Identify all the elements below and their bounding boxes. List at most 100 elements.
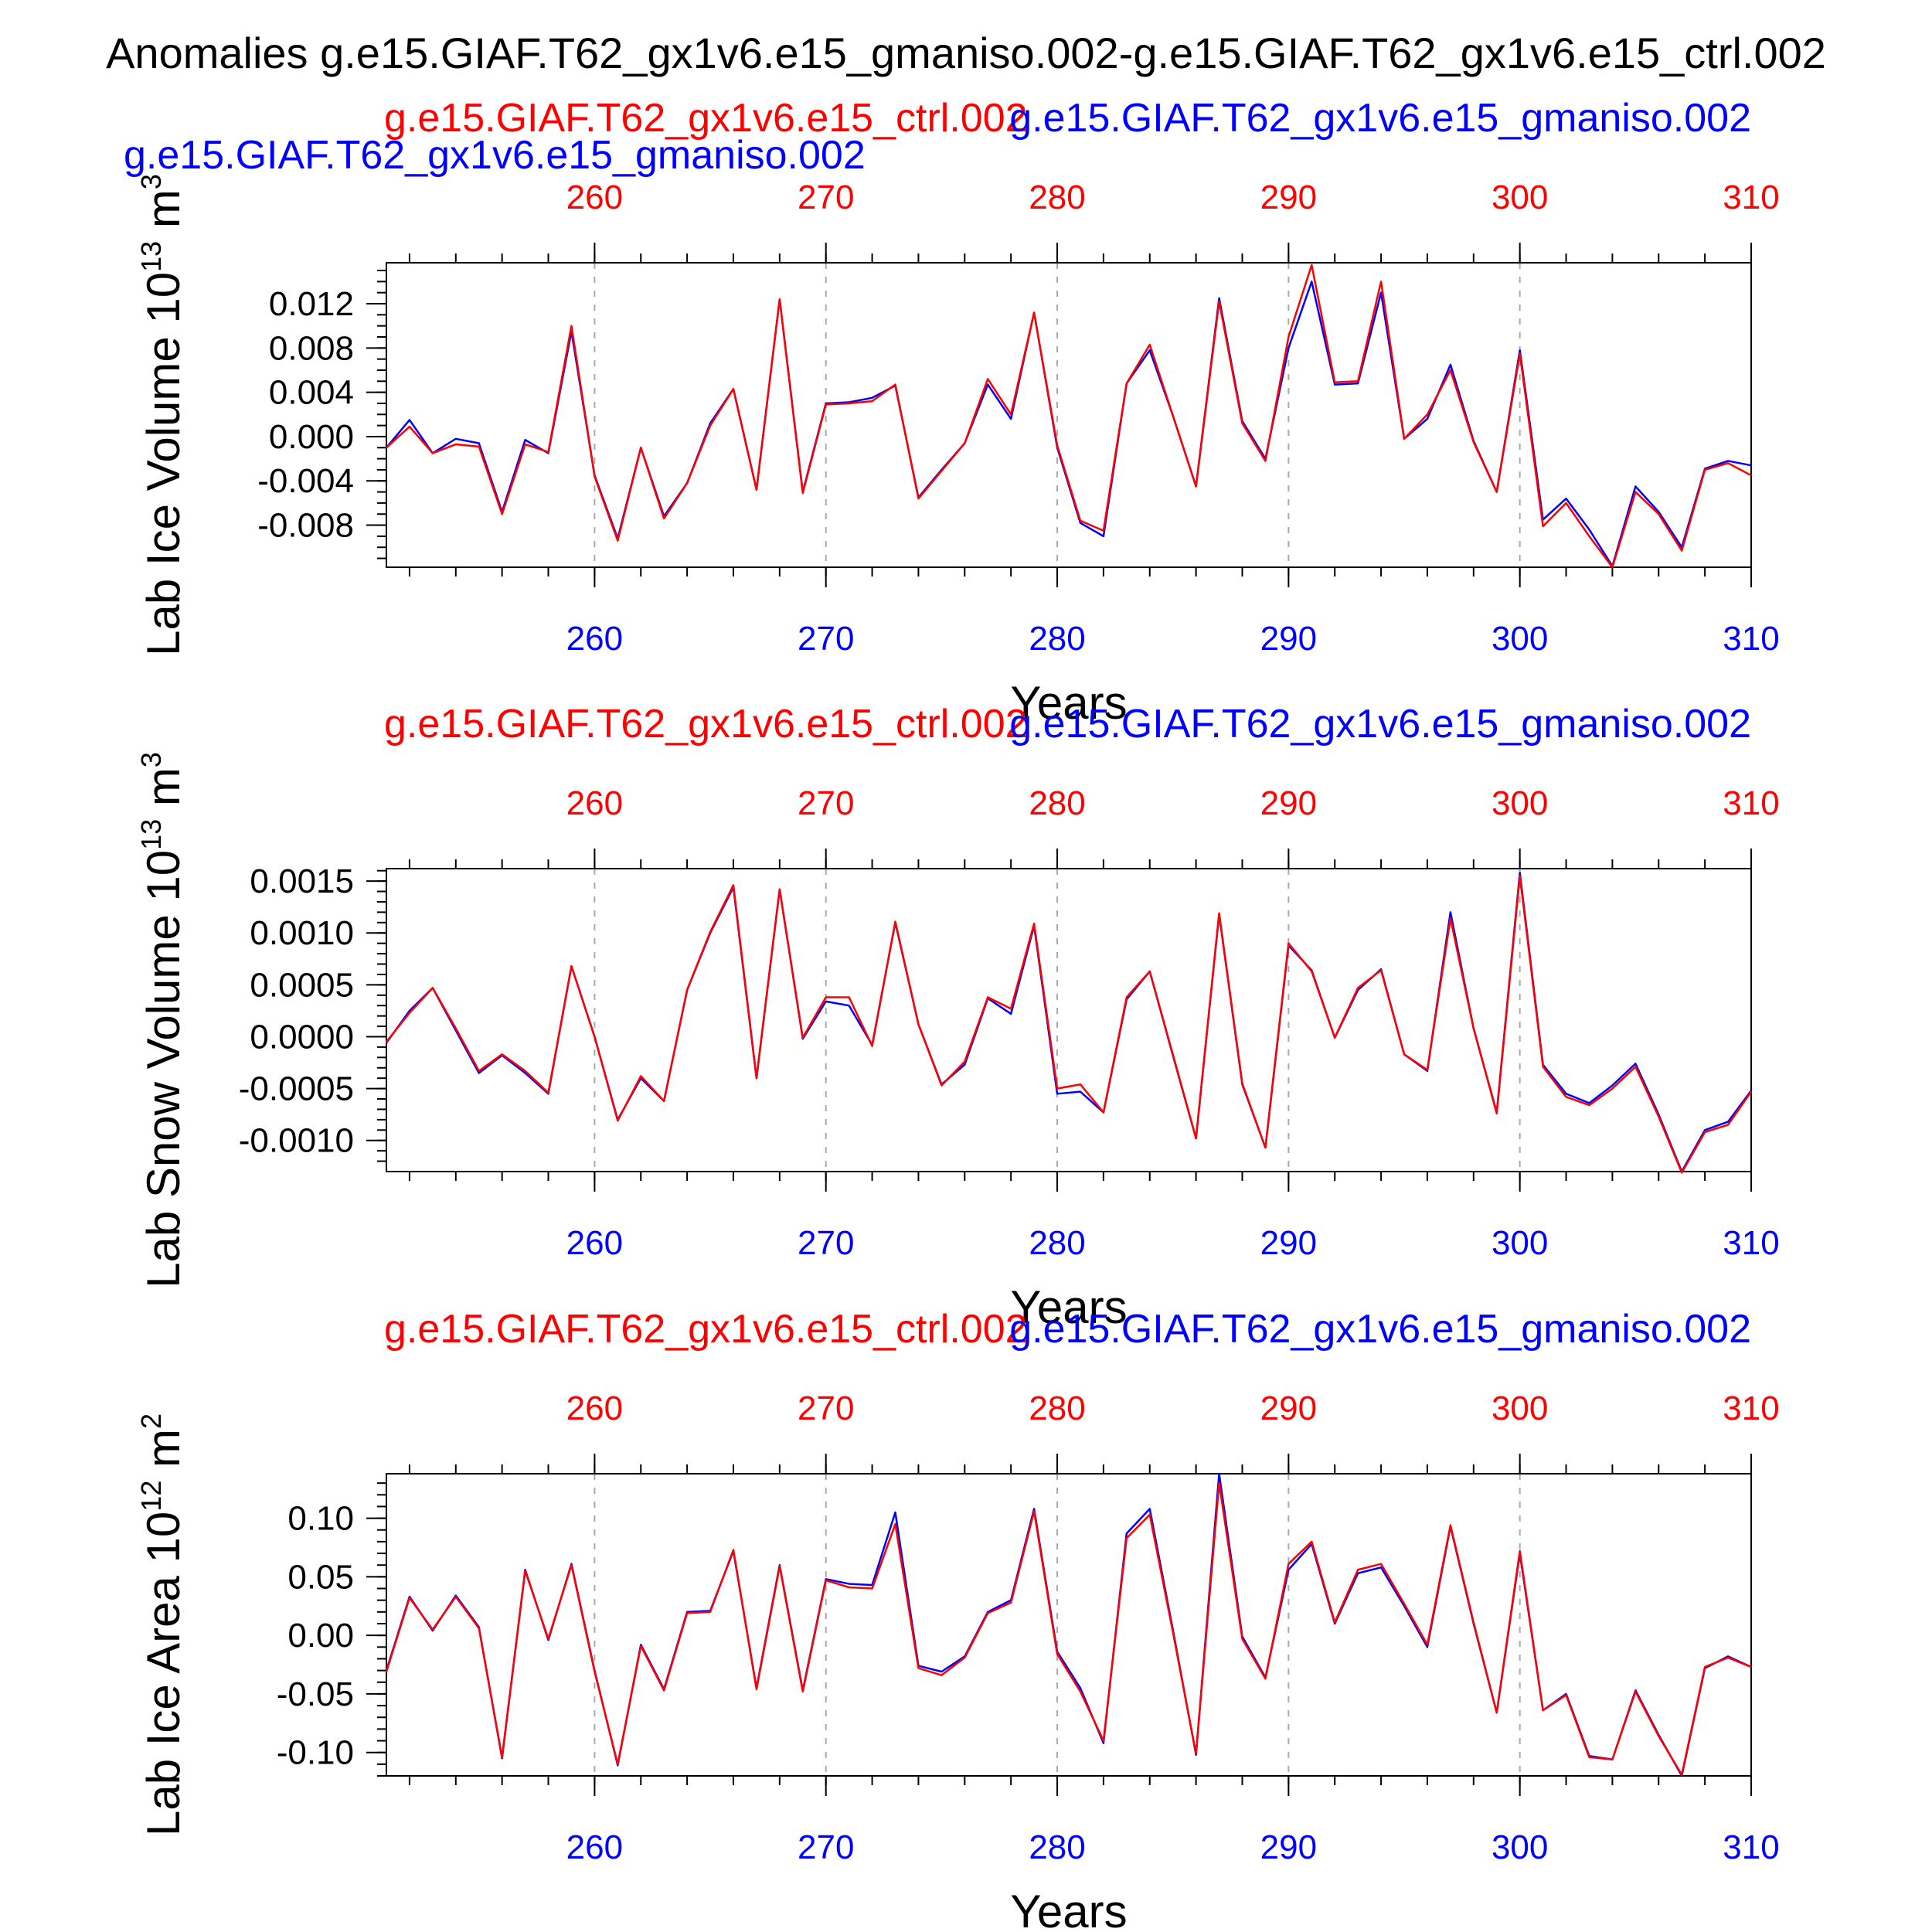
data-point	[501, 1053, 503, 1056]
data-point	[733, 1549, 734, 1551]
data-point	[801, 492, 804, 494]
data-point	[917, 498, 920, 499]
data-point	[1080, 1691, 1081, 1692]
data-point	[709, 931, 711, 933]
data-point	[524, 444, 526, 445]
series-line-case	[385, 872, 1753, 1173]
data-point	[1519, 872, 1521, 874]
x-tick-label-bottom: 260	[566, 1828, 623, 1866]
x-tick-label-bottom: 270	[798, 620, 854, 658]
data-point	[1172, 1053, 1174, 1056]
data-point	[1681, 549, 1683, 552]
data-point	[1495, 1712, 1498, 1713]
y-tick-label: -0.0010	[239, 1122, 354, 1160]
data-point	[756, 1689, 757, 1690]
data-point	[617, 1764, 619, 1765]
data-point	[1727, 1657, 1729, 1658]
data-point	[1218, 1482, 1220, 1484]
data-point	[1473, 441, 1475, 443]
data-point	[1126, 383, 1128, 384]
x-tick-label-bottom: 270	[798, 1224, 854, 1262]
data-point	[1519, 1550, 1521, 1552]
data-point	[686, 482, 688, 484]
data-point	[1450, 369, 1451, 371]
data-point	[871, 1045, 873, 1047]
data-point	[1727, 1121, 1729, 1123]
data-point	[1010, 1013, 1012, 1015]
data-point	[1658, 1116, 1660, 1117]
data-point	[709, 424, 711, 427]
control-label: g.e15.GIAF.T62_gx1v6.e15_ctrl.002	[384, 96, 1028, 141]
plot-frame	[386, 1473, 1752, 1777]
x-axis-label: Years	[1010, 1281, 1127, 1333]
data-point	[1195, 485, 1197, 488]
data-point	[478, 1072, 480, 1074]
panel-2: g.e15.GIAF.T62_gx1v6.e15_ctrl.002g.e15.G…	[135, 702, 1780, 1333]
data-point	[1103, 536, 1104, 537]
data-point	[1704, 1666, 1706, 1668]
data-point	[1727, 462, 1729, 464]
data-point	[779, 1565, 781, 1567]
data-point	[1750, 474, 1752, 476]
data-point	[594, 1671, 596, 1672]
data-point	[1103, 529, 1104, 532]
panel-3: g.e15.GIAF.T62_gx1v6.e15_ctrl.002g.e15.G…	[135, 1307, 1780, 1932]
data-point	[1287, 1563, 1290, 1565]
data-point	[1126, 1537, 1128, 1539]
data-point	[1334, 383, 1336, 386]
data-point	[1427, 418, 1428, 420]
data-point	[801, 1037, 804, 1039]
data-point	[1634, 1066, 1637, 1068]
data-point	[1056, 444, 1058, 447]
y-axis-label: Lab Ice Volume 1013 m3	[135, 174, 189, 656]
data-point	[1010, 1601, 1012, 1604]
data-point	[1588, 529, 1590, 531]
data-point	[409, 426, 410, 427]
data-point	[1334, 381, 1336, 383]
y-axis-label: Lab Snow Volume 1013 m3	[135, 752, 189, 1288]
data-point	[686, 1612, 688, 1614]
x-tick-label-bottom: 310	[1723, 1828, 1779, 1866]
y-tick-label: 0.0005	[250, 966, 354, 1004]
x-tick-label-top: 280	[1029, 1389, 1085, 1427]
control-label: g.e15.GIAF.T62_gx1v6.e15_ctrl.002	[384, 1307, 1028, 1352]
data-point	[1311, 971, 1313, 972]
data-point	[524, 439, 526, 441]
data-point	[848, 403, 850, 404]
case-label: g.e15.GIAF.T62_gx1v6.e15_gmaniso.002	[1009, 702, 1751, 747]
data-point	[1750, 1090, 1752, 1093]
y-tick-label: 0.00	[287, 1617, 354, 1655]
series-line-control	[385, 1481, 1752, 1776]
data-point	[1148, 1508, 1151, 1510]
data-point	[1588, 1104, 1590, 1106]
x-tick-label-bottom: 300	[1492, 620, 1548, 658]
data-point	[1634, 1691, 1637, 1692]
data-point	[894, 1512, 896, 1513]
data-point	[454, 438, 457, 440]
data-point	[1403, 1053, 1405, 1056]
series-line-control	[386, 875, 1753, 1174]
x-tick-label-bottom: 280	[1029, 620, 1085, 658]
data-point	[1148, 971, 1151, 972]
data-point	[756, 488, 757, 491]
data-point	[1380, 291, 1382, 294]
data-point	[1565, 1093, 1567, 1095]
data-point	[686, 989, 688, 991]
data-point	[1634, 485, 1637, 488]
data-point	[386, 1042, 387, 1044]
data-point	[1218, 298, 1220, 299]
data-point	[733, 884, 734, 886]
x-tick-label-top: 270	[798, 179, 854, 216]
data-point	[1681, 1774, 1683, 1776]
data-point	[432, 452, 434, 454]
y-tick-label: -0.05	[277, 1675, 354, 1713]
x-tick-label-top: 300	[1492, 179, 1548, 216]
data-point	[640, 447, 642, 449]
data-point	[478, 1628, 480, 1629]
y-tick-label: 0.008	[269, 329, 354, 367]
data-point	[1427, 1646, 1428, 1648]
control-label: g.e15.GIAF.T62_gx1v6.e15_ctrl.002	[384, 702, 1028, 747]
data-point	[1056, 1087, 1058, 1090]
data-point	[1334, 1621, 1336, 1624]
data-point	[1311, 1541, 1313, 1543]
